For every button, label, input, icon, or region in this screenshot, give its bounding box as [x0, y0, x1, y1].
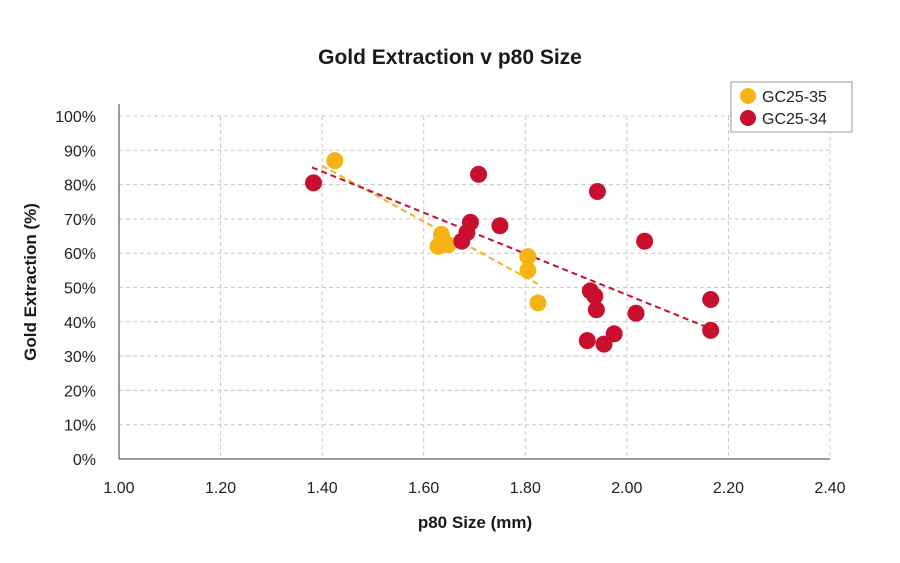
trendline-series-1	[311, 166, 712, 330]
data-point-series-1	[702, 291, 720, 309]
data-point-series-1	[627, 304, 645, 322]
y-tick-label: 80%	[64, 178, 96, 195]
gridlines	[119, 115, 831, 459]
y-tick-label: 70%	[64, 212, 96, 229]
chart-title: Gold Extraction v p80 Size	[318, 46, 582, 69]
x-tick-label: 1.20	[205, 480, 236, 497]
y-tick-label: 10%	[64, 418, 96, 435]
data-point-series-0	[519, 248, 537, 266]
data-point-series-0	[529, 294, 547, 312]
y-tick-label: 20%	[64, 383, 96, 400]
data-point-series-1	[453, 232, 471, 250]
data-point-series-1	[702, 321, 720, 339]
x-tick-label: 2.20	[713, 480, 744, 497]
x-tick-label: 1.00	[103, 480, 134, 497]
legend-label-1: GC25-34	[762, 111, 827, 128]
trendline-series-0	[321, 164, 539, 285]
data-point-series-1	[636, 232, 654, 250]
y-tick-label: 50%	[64, 281, 96, 298]
x-tick-label: 1.60	[408, 480, 439, 497]
data-point-series-1	[305, 174, 323, 192]
x-tick-label: 1.80	[510, 480, 541, 497]
legend: GC25-35 GC25-34	[730, 81, 853, 133]
y-tick-label: 90%	[64, 143, 96, 160]
trendlines	[311, 164, 712, 330]
data-point-series-0	[519, 261, 537, 279]
data-point-series-1	[586, 287, 604, 305]
data-point-series-1	[595, 335, 613, 353]
y-axis-label: Gold Extraction (%)	[21, 203, 40, 361]
y-tick-label: 30%	[64, 349, 96, 366]
data-point-series-1	[470, 165, 488, 183]
tick-labels: 0% 10% 20% 30% 40% 50% 60% 70% 80% 90% 100% 1.00 1.2…	[55, 109, 846, 497]
y-tick-label: 40%	[64, 315, 96, 332]
legend-marker-0	[740, 88, 756, 104]
x-tick-label: 1.40	[307, 480, 338, 497]
data-point-series-1	[491, 217, 509, 235]
data-points	[305, 152, 720, 353]
data-point-series-1	[578, 332, 596, 350]
data-point-series-1	[587, 301, 605, 319]
data-point-series-1	[588, 182, 606, 200]
y-tick-label: 60%	[64, 246, 96, 263]
x-axis-label: p80 Size (mm)	[418, 513, 532, 532]
data-point-series-0	[439, 236, 457, 254]
data-point-series-0	[326, 152, 344, 170]
x-tick-label: 2.40	[814, 480, 845, 497]
axes	[118, 104, 830, 460]
legend-label-0: GC25-35	[762, 89, 827, 106]
y-tick-label: 100%	[55, 109, 96, 126]
legend-marker-1	[740, 110, 756, 126]
x-tick-label: 2.00	[611, 480, 642, 497]
y-tick-label: 0%	[73, 452, 96, 469]
